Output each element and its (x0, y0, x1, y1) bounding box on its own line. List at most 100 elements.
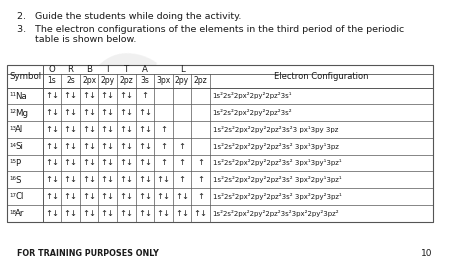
Text: ↑↓: ↑↓ (138, 159, 152, 168)
Text: 1s²2s²2px²2py²2pz²3s² 3px¹3py¹3pz: 1s²2s²2px²2py²2pz²3s² 3px¹3py¹3pz (213, 143, 338, 150)
Text: 15: 15 (9, 160, 16, 164)
Text: Mg: Mg (15, 109, 28, 118)
Text: ↑↓: ↑↓ (119, 108, 133, 117)
Text: ↑↓: ↑↓ (82, 92, 96, 101)
Text: ↑↓: ↑↓ (119, 125, 133, 134)
Text: ↑↓: ↑↓ (82, 142, 96, 151)
Text: Si: Si (15, 142, 23, 151)
Text: ↑↓: ↑↓ (82, 192, 96, 201)
Text: ↑: ↑ (179, 175, 185, 184)
Text: 11: 11 (9, 92, 16, 97)
Text: 18: 18 (9, 210, 16, 215)
Text: ↑↓: ↑↓ (64, 142, 78, 151)
Text: ↑↓: ↑↓ (156, 175, 171, 184)
Text: ↑↓: ↑↓ (82, 159, 96, 168)
Text: ↑↓: ↑↓ (45, 159, 59, 168)
Text: ↑↓: ↑↓ (138, 175, 152, 184)
Text: 1s²2s²2px²2py²2pz²3s² 3px²2py²3pz¹: 1s²2s²2px²2py²2pz²3s² 3px²2py²3pz¹ (213, 193, 341, 200)
Text: ↑: ↑ (160, 142, 167, 151)
Text: ↑↓: ↑↓ (100, 159, 115, 168)
Text: ↑↓: ↑↓ (82, 175, 96, 184)
Text: ↑: ↑ (160, 159, 167, 168)
Text: ↑↓: ↑↓ (45, 92, 59, 101)
Text: ↑↓: ↑↓ (119, 159, 133, 168)
Text: 14: 14 (9, 143, 16, 148)
Text: S: S (15, 176, 21, 185)
Text: ↑↓: ↑↓ (45, 125, 59, 134)
Text: ↑↓: ↑↓ (119, 192, 133, 201)
Text: ↑↓: ↑↓ (100, 175, 115, 184)
Text: ↑: ↑ (197, 159, 204, 168)
Text: ↑↓: ↑↓ (100, 108, 115, 117)
Text: I: I (107, 65, 109, 74)
Text: 1s: 1s (47, 76, 56, 85)
Text: L: L (180, 65, 184, 74)
Text: 10: 10 (421, 249, 433, 258)
Text: 1s²2s²2px²2py²2pz²3s¹: 1s²2s²2px²2py²2pz²3s¹ (213, 92, 292, 99)
Text: ↑↓: ↑↓ (64, 125, 78, 134)
Text: ↑↓: ↑↓ (119, 142, 133, 151)
Text: ↑: ↑ (160, 125, 167, 134)
Text: ↑: ↑ (141, 92, 148, 101)
Text: ↑: ↑ (179, 159, 185, 168)
Text: ↑↓: ↑↓ (138, 125, 152, 134)
Text: ↑: ↑ (197, 192, 204, 201)
Text: ↑↓: ↑↓ (100, 209, 115, 218)
Text: ↑↓: ↑↓ (82, 209, 96, 218)
Text: O: O (49, 65, 55, 74)
Text: ↑↓: ↑↓ (156, 192, 171, 201)
Text: copy: copy (73, 24, 385, 204)
Text: R: R (68, 65, 73, 74)
Text: ↑↓: ↑↓ (45, 192, 59, 201)
Text: ↑↓: ↑↓ (138, 192, 152, 201)
Text: ↑↓: ↑↓ (175, 209, 189, 218)
Text: 17: 17 (9, 193, 16, 198)
Text: ↑↓: ↑↓ (119, 92, 133, 101)
Text: 2pz: 2pz (119, 76, 133, 85)
Text: ↑↓: ↑↓ (45, 108, 59, 117)
Text: ↑↓: ↑↓ (100, 192, 115, 201)
Text: Cl: Cl (15, 193, 24, 201)
Text: ↑↓: ↑↓ (45, 209, 59, 218)
Text: ↑↓: ↑↓ (138, 142, 152, 151)
Text: 2.   Guide the students while doing the activity.: 2. Guide the students while doing the ac… (17, 12, 241, 21)
Text: 1s²2s²2px²2py²2pz²3s²3px²2py²3pz²: 1s²2s²2px²2py²2pz²3s²3px²2py²3pz² (213, 210, 339, 217)
Bar (8, 65, 433, 222)
Text: ↑↓: ↑↓ (100, 142, 115, 151)
Text: Symbol: Symbol (9, 72, 41, 81)
Text: ↑↓: ↑↓ (119, 209, 133, 218)
Text: ↑↓: ↑↓ (138, 108, 152, 117)
Text: Electron Configuration: Electron Configuration (274, 72, 369, 81)
Text: P: P (15, 159, 20, 168)
Text: 2px: 2px (82, 76, 96, 85)
Text: 16: 16 (9, 176, 16, 181)
Text: ↑↓: ↑↓ (64, 175, 78, 184)
Text: 1s²2s²2px²2py²2pz²3s²: 1s²2s²2px²2py²2pz²3s² (213, 109, 292, 116)
Text: 2pz: 2pz (194, 76, 208, 85)
Text: ↑↓: ↑↓ (175, 192, 189, 201)
Text: ↑↓: ↑↓ (45, 175, 59, 184)
Text: 12: 12 (9, 109, 16, 114)
Text: ↑↓: ↑↓ (64, 108, 78, 117)
Text: ↑↓: ↑↓ (138, 209, 152, 218)
Text: 3px: 3px (156, 76, 171, 85)
Text: ↑↓: ↑↓ (100, 92, 115, 101)
Text: Al: Al (15, 126, 24, 134)
Text: ↑↓: ↑↓ (64, 209, 78, 218)
Text: Na: Na (15, 92, 27, 101)
Text: ↑↓: ↑↓ (119, 175, 133, 184)
Text: ↑↓: ↑↓ (64, 92, 78, 101)
Text: ↑↓: ↑↓ (45, 142, 59, 151)
Text: ↑: ↑ (197, 175, 204, 184)
Text: 13: 13 (9, 126, 16, 131)
Text: T: T (124, 65, 129, 74)
Text: table is shown below.: table is shown below. (17, 35, 136, 44)
Text: ↑: ↑ (179, 142, 185, 151)
Text: ↑↓: ↑↓ (193, 209, 208, 218)
Text: 1s²2s²2px²2py²2pz²3s² 3px¹3py¹3pz¹: 1s²2s²2px²2py²2pz²3s² 3px¹3py¹3pz¹ (213, 159, 341, 167)
Text: A: A (142, 65, 148, 74)
Text: 1s²2s²2px²2py²2pz²3s² 3px²2py¹3pz¹: 1s²2s²2px²2py²2pz²3s² 3px²2py¹3pz¹ (213, 176, 341, 183)
Text: ↑↓: ↑↓ (100, 125, 115, 134)
Text: ↑↓: ↑↓ (82, 108, 96, 117)
Text: 3.   The electron configurations of the elements in the third period of the peri: 3. The electron configurations of the el… (17, 26, 404, 34)
